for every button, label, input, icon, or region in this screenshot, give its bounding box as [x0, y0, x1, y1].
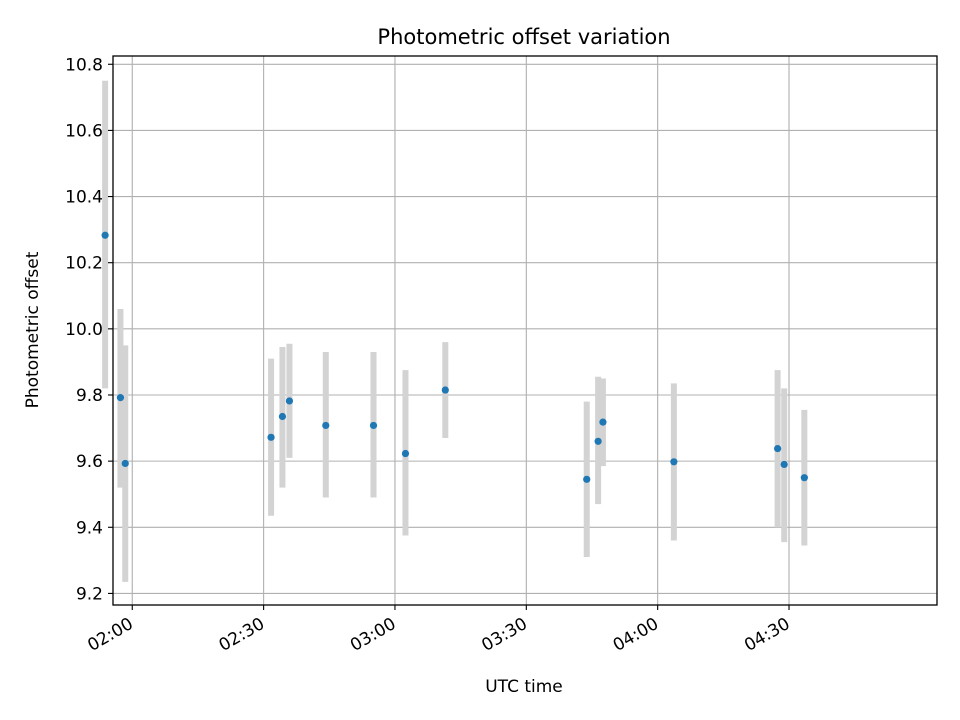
data-point: [780, 460, 788, 469]
x-tick-label: 03:00: [347, 614, 399, 656]
data-point: [670, 458, 678, 466]
y-tick-label: 10.2: [65, 254, 103, 274]
grid: [113, 56, 937, 605]
x-tick-label: 04:30: [741, 614, 793, 656]
errorbars: [102, 80, 808, 582]
data-point: [285, 397, 294, 405]
data-point: [401, 449, 410, 458]
x-tick-label: 02:00: [84, 614, 136, 656]
data-point: [599, 418, 607, 426]
y-tick-label: 10.4: [65, 188, 103, 208]
x-axis-label: UTC time: [485, 677, 563, 697]
y-axis-ticks: 9.2 9.4 9.6 9.8 10.0 10.2 10.4 10.6 10.8: [65, 55, 113, 604]
data-point: [800, 474, 808, 482]
data-point: [583, 475, 591, 483]
data-point: [101, 231, 109, 239]
y-tick-label: 10.8: [65, 55, 103, 75]
data-point: [369, 421, 378, 430]
data-point: [322, 421, 330, 430]
chart-title: Photometric offset variation: [377, 25, 670, 49]
y-axis-label: Photometric offset: [23, 251, 43, 408]
data-point: [116, 394, 125, 402]
y-tick-label: 9.2: [76, 584, 103, 604]
y-tick-label: 9.4: [76, 518, 103, 538]
x-tick-label: 04:00: [610, 614, 662, 656]
x-tick-label: 03:30: [478, 614, 530, 656]
x-axis-ticks: 02:00 02:30 03:00 03:30 04:00 04:30: [84, 605, 794, 656]
y-tick-label: 10.0: [65, 320, 103, 340]
data-point: [774, 444, 782, 453]
data-point: [594, 437, 602, 445]
data-point: [441, 386, 449, 394]
plot-frame: [112, 55, 938, 606]
data-point: [278, 412, 287, 421]
data-point: [267, 433, 275, 441]
x-tick-label: 02:30: [216, 614, 268, 656]
y-tick-label: 9.6: [76, 452, 103, 472]
y-tick-label: 9.8: [76, 386, 103, 406]
data-points: [101, 231, 808, 483]
data-point: [121, 459, 129, 468]
y-tick-label: 10.6: [65, 121, 103, 141]
